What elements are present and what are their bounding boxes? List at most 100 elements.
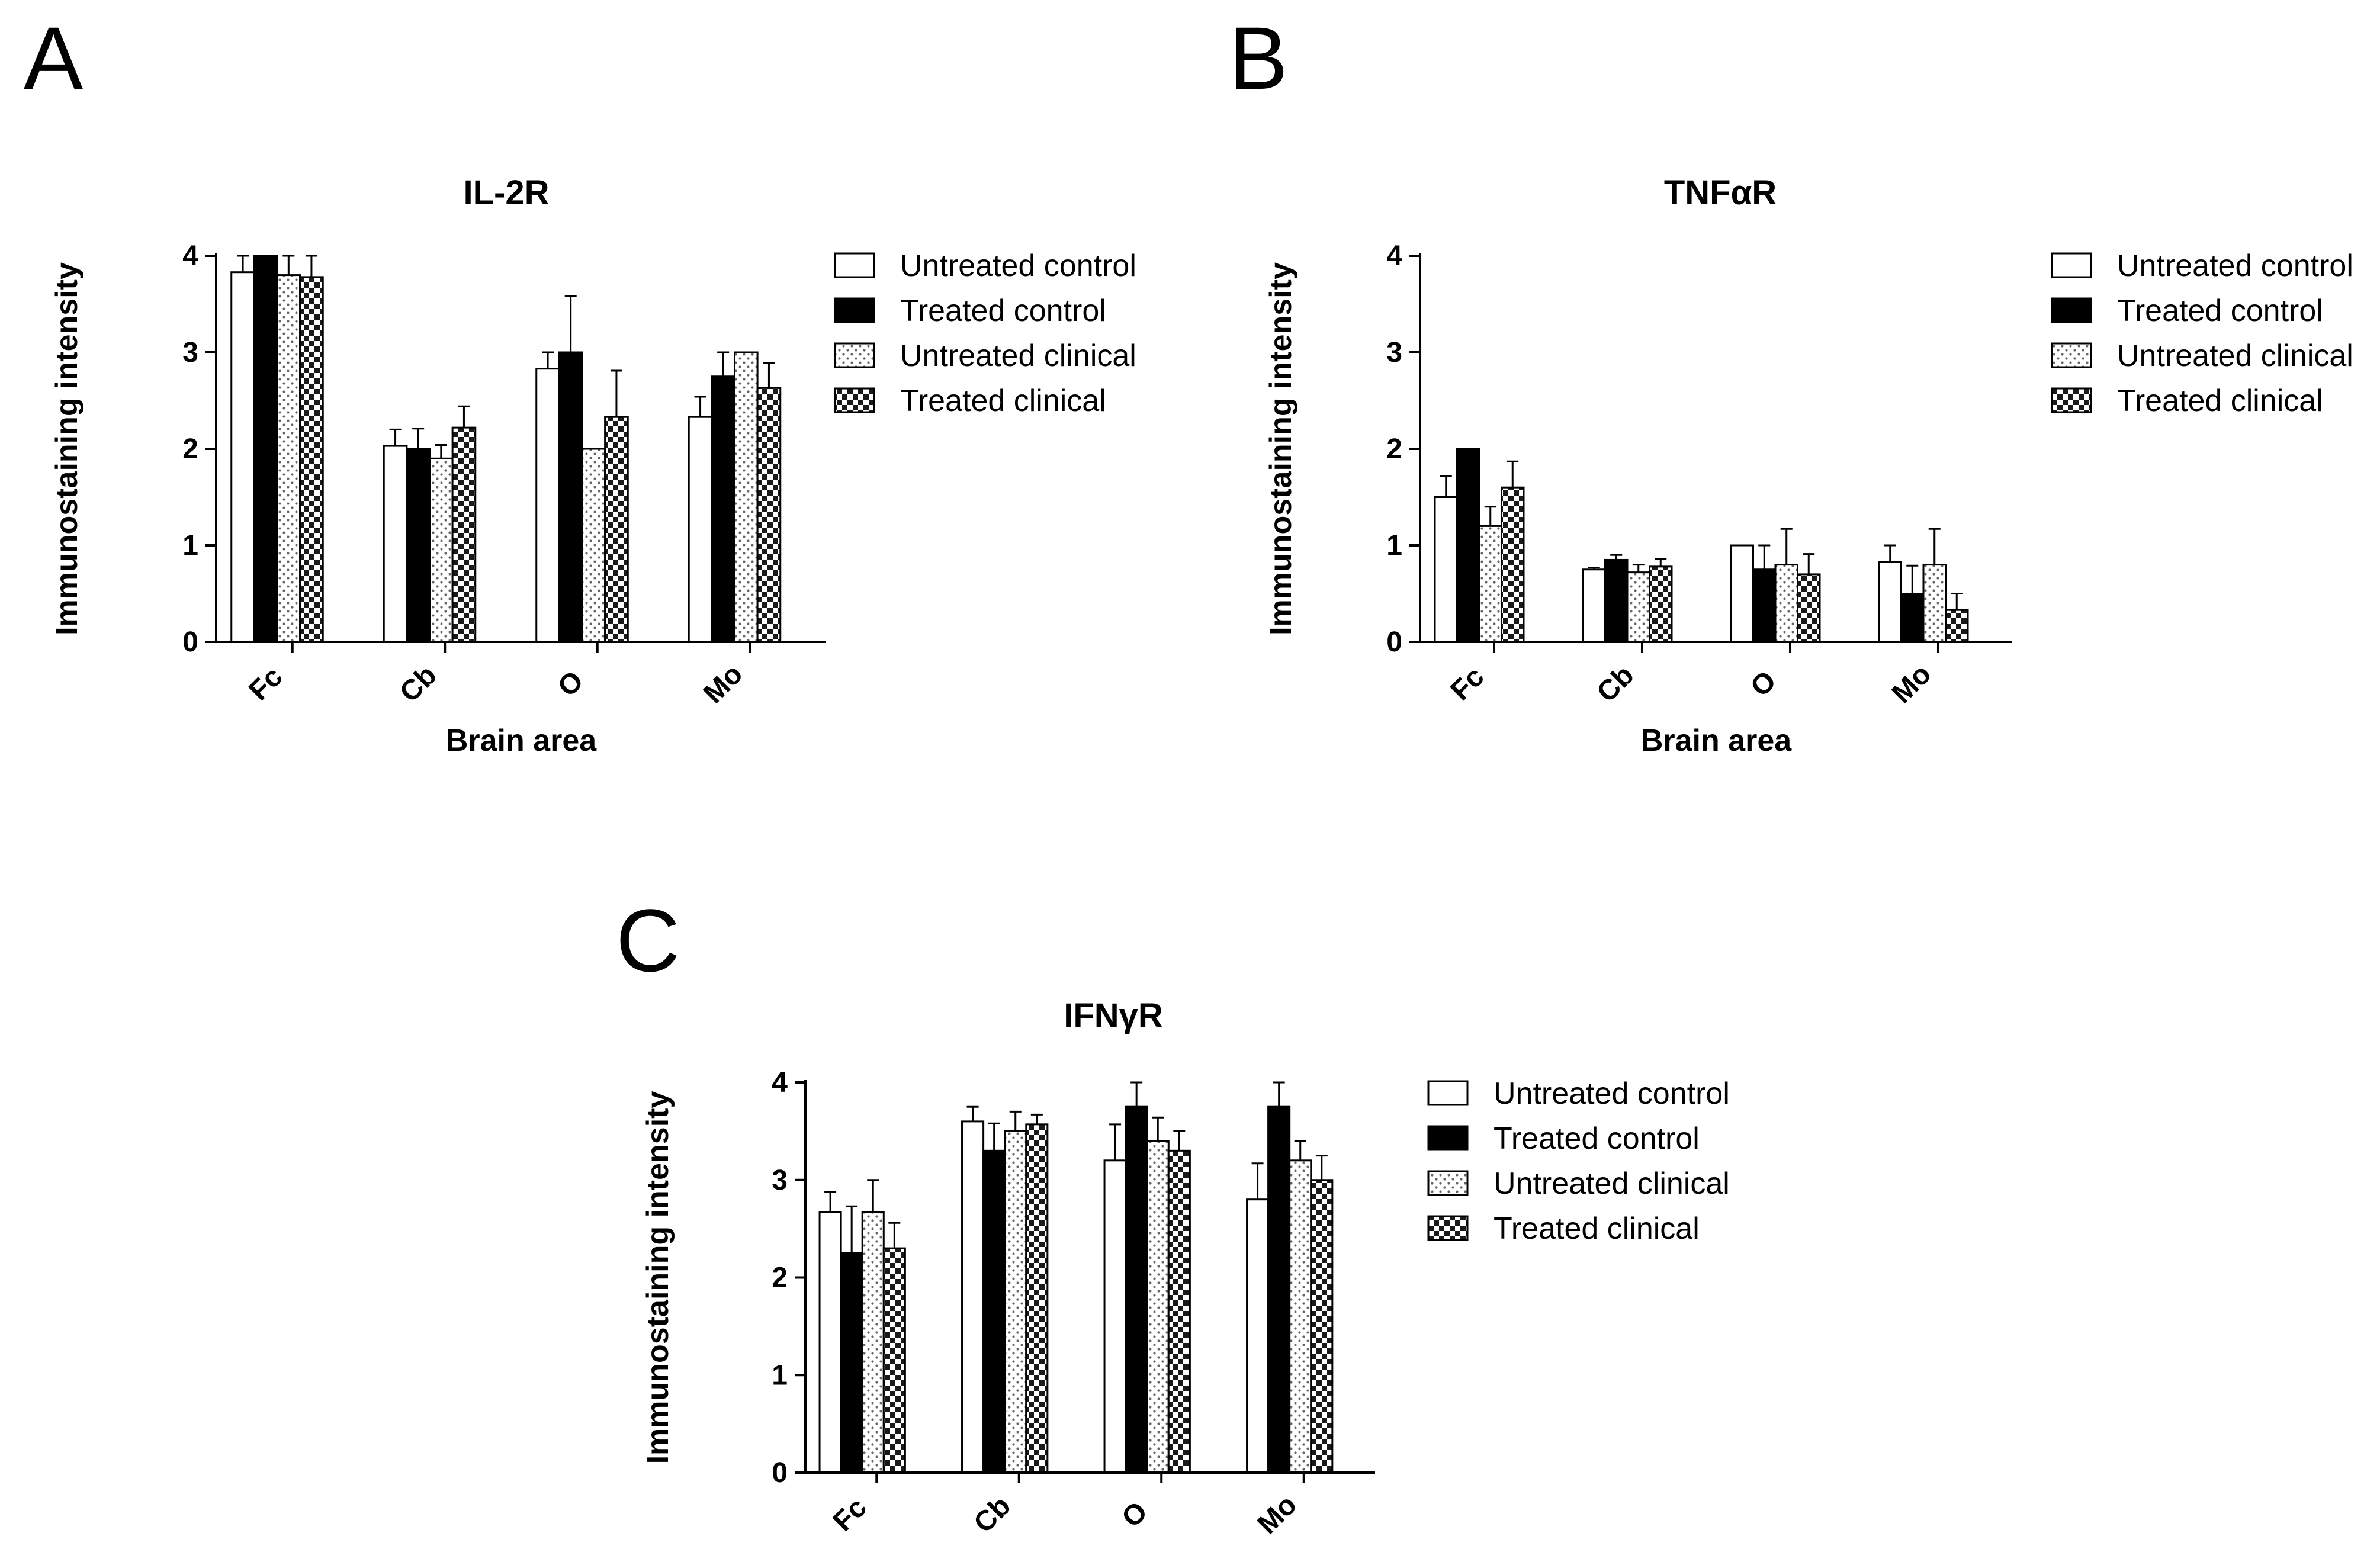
bar-untreated-control-fc	[230, 271, 255, 643]
bar-treated-clinical-mo	[1945, 609, 1969, 643]
x-tick-label-cb: Cb	[394, 660, 443, 709]
bar-treated-control-o	[1752, 568, 1777, 643]
bar-treated-clinical-o	[604, 416, 629, 643]
y-tick-label: 0	[182, 626, 198, 658]
x-tick-label-mo: Mo	[1252, 1489, 1303, 1540]
bar-untreated-clinical-cb	[1626, 571, 1650, 643]
bar-untreated-clinical-o	[1774, 564, 1798, 643]
bar-treated-clinical-mo	[1310, 1179, 1334, 1474]
panel-letter-b: B	[1229, 8, 1288, 108]
bar-treated-clinical-mo	[756, 387, 782, 643]
y-axis-label: Immunostaining intensity	[641, 1091, 675, 1464]
bar-untreated-control-cb	[961, 1120, 985, 1474]
y-tick-label: 2	[182, 433, 198, 465]
legend-label-untreated-clinical: Untreated clinical	[2117, 339, 2353, 373]
bar-untreated-control-o	[1730, 544, 1754, 643]
legend-label-treated-clinical: Treated clinical	[900, 384, 1106, 418]
bar-untreated-clinical-o	[1146, 1140, 1170, 1474]
bar-treated-control-cb	[406, 448, 431, 643]
bar-treated-clinical-cb	[451, 426, 477, 643]
legend-label-treated-clinical: Treated clinical	[2117, 384, 2323, 418]
legend-swatch-untreated-control	[834, 252, 875, 278]
legend-swatch-treated-control	[834, 297, 875, 323]
y-tick-label: 1	[772, 1360, 788, 1391]
legend-swatch-untreated-clinical	[834, 342, 875, 368]
y-axis-label: Immunostaining intensity	[50, 262, 84, 635]
legend-label-treated-control: Treated control	[900, 294, 1106, 328]
bar-treated-control-o	[558, 351, 583, 643]
legend-swatch-untreated-clinical	[1427, 1170, 1469, 1196]
bar-treated-control-fc	[1456, 448, 1480, 643]
bar-untreated-clinical-mo	[1289, 1159, 1312, 1474]
bar-treated-clinical-cb	[1025, 1123, 1049, 1474]
legend-label-untreated-control: Untreated control	[2117, 249, 2353, 283]
legend: Untreated control Treated control Untreate…	[834, 249, 1136, 418]
chart-panel-a: IL-2R 0 1 2 3 4 Fc Cb O Mo Immunostaining intensit…	[50, 173, 1136, 758]
legend-swatch-treated-clinical	[834, 387, 875, 413]
bar-treated-control-mo	[1900, 593, 1925, 643]
bar-treated-control-cb	[982, 1149, 1006, 1474]
bar-untreated-control-fc	[1434, 496, 1458, 643]
y-axis-label: Immunostaining intensity	[1264, 262, 1298, 635]
legend-swatch-untreated-clinical	[2051, 342, 2092, 368]
x-axis-label: Brain area	[446, 724, 597, 758]
y-tick-label: 2	[1386, 433, 1402, 465]
chart-title: TNFαR	[1664, 173, 1777, 212]
bar-treated-control-fc	[253, 255, 278, 643]
bar-untreated-clinical-cb	[1004, 1130, 1027, 1474]
y-tick-label: 1	[1386, 530, 1402, 561]
y-tick-label: 3	[182, 337, 198, 368]
bar-treated-clinical-o	[1797, 573, 1821, 643]
legend-label-treated-control: Treated control	[1493, 1121, 1700, 1156]
y-tick-label: 3	[1386, 337, 1402, 368]
legend-swatch-treated-control	[2051, 297, 2092, 323]
legend-swatch-treated-clinical	[2051, 387, 2092, 413]
x-tick-label-mo: Mo	[698, 658, 749, 709]
chart-title: IFNγR	[1064, 997, 1163, 1035]
bar-untreated-control-o	[535, 368, 560, 643]
legend-label-untreated-clinical: Untreated clinical	[900, 339, 1136, 373]
bar-treated-clinical-fc	[299, 276, 324, 643]
bar-untreated-control-mo	[1246, 1198, 1270, 1474]
legend: Untreated control Treated control Untreate…	[2051, 249, 2353, 418]
panel-letter-a: A	[24, 8, 83, 108]
legend-swatch-untreated-control	[1427, 1080, 1469, 1106]
bar-untreated-clinical-fc	[861, 1211, 885, 1474]
bar-untreated-clinical-cb	[429, 457, 454, 643]
y-tick-label: 0	[1386, 626, 1402, 658]
legend-label-untreated-control: Untreated control	[1493, 1076, 1730, 1111]
x-tick-label-fc: Fc	[1444, 661, 1490, 706]
bar-untreated-clinical-fc	[276, 274, 301, 643]
x-axis-label: Brain area	[1641, 724, 1792, 758]
x-tick-label-o: O	[552, 665, 590, 703]
bar-treated-control-mo	[1267, 1105, 1291, 1474]
x-tick-label-fc: Fc	[827, 1492, 873, 1537]
y-tick-label: 3	[772, 1165, 788, 1196]
bar-treated-clinical-fc	[882, 1247, 906, 1474]
x-tick-label-o: O	[1116, 1496, 1154, 1534]
bar-treated-control-fc	[840, 1252, 863, 1474]
legend-label-untreated-clinical: Untreated clinical	[1493, 1166, 1730, 1201]
y-tick-label: 4	[772, 1067, 788, 1098]
x-tick-label-cb: Cb	[968, 1490, 1017, 1540]
bar-treated-control-cb	[1604, 558, 1629, 643]
bar-untreated-control-cb	[1582, 568, 1606, 643]
bar-untreated-control-o	[1103, 1159, 1127, 1474]
y-tick-label: 1	[182, 530, 198, 561]
bar-untreated-control-mo	[1878, 561, 1902, 643]
legend: Untreated control Treated control Untreate…	[1427, 1076, 1730, 1246]
bar-untreated-clinical-mo	[734, 351, 759, 643]
chart-panel-c: IFNγR 0 1 2 3 4 Fc Cb O Mo Immunostaining intensit…	[641, 997, 1730, 1540]
panel-letter-c: C	[616, 891, 680, 990]
x-tick-label-cb: Cb	[1591, 660, 1640, 709]
bar-untreated-control-mo	[688, 416, 713, 643]
bar-untreated-clinical-o	[581, 448, 606, 643]
bar-untreated-clinical-mo	[1922, 564, 1947, 643]
chart-panel-b: TNFαR 0 1 2 3 4 Fc Cb O Mo Immunostaining intensit…	[1264, 173, 2353, 758]
bar-treated-clinical-cb	[1649, 565, 1673, 643]
bar-treated-control-o	[1125, 1105, 1148, 1474]
legend-swatch-untreated-control	[2051, 252, 2092, 278]
bar-untreated-control-cb	[383, 445, 408, 643]
legend-label-untreated-control: Untreated control	[900, 249, 1136, 283]
